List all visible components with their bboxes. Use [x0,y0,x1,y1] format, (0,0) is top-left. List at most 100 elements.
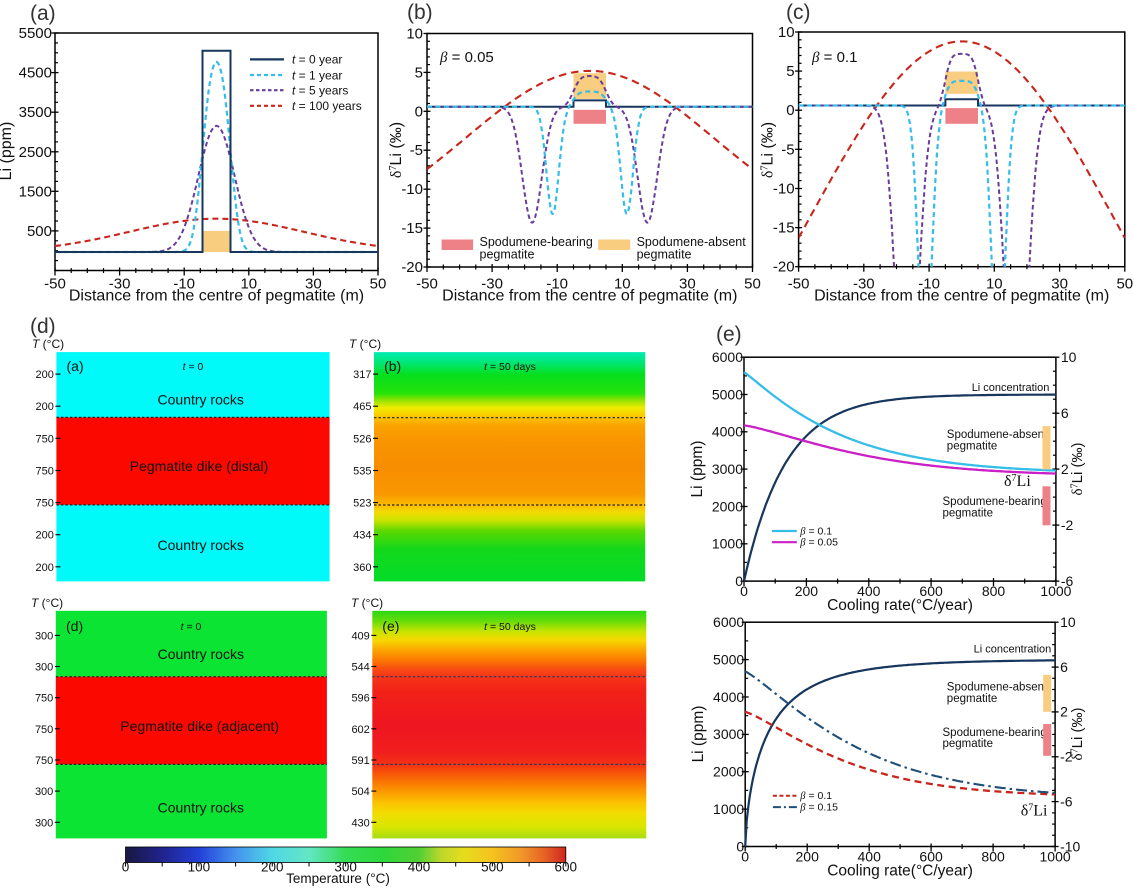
svg-text:4500: 4500 [19,65,52,82]
svg-text:-30: -30 [853,276,875,293]
svg-text:T (°C): T (°C) [351,596,383,610]
svg-text:-15: -15 [401,220,423,237]
svg-text:30: 30 [1051,276,1068,293]
svg-text:β = 0.05: β = 0.05 [799,537,838,549]
svg-text:800: 800 [982,583,1006,599]
svg-text:(d): (d) [30,315,56,338]
svg-text:-5: -5 [781,141,794,158]
svg-text:5000: 5000 [712,386,743,402]
svg-text:300: 300 [35,662,53,674]
svg-text:pegmatite: pegmatite [943,508,994,520]
svg-text:409: 409 [351,630,369,642]
svg-text:2500: 2500 [19,144,52,161]
svg-text:Spodumene-bearing: Spodumene-bearing [943,496,1047,508]
svg-text:Li (ppm): Li (ppm) [690,706,707,763]
svg-text:50: 50 [1116,276,1133,293]
svg-text:(a): (a) [30,2,56,25]
svg-text:596: 596 [351,693,369,705]
svg-text:0: 0 [122,860,130,875]
svg-text:526: 526 [353,433,371,445]
svg-text:600: 600 [919,849,943,865]
svg-text:10: 10 [614,276,631,293]
svg-text:pegmatite: pegmatite [947,441,998,453]
svg-text:10: 10 [1060,614,1076,630]
svg-text:t = 1 year: t = 1 year [292,68,342,82]
svg-text:(b): (b) [384,358,401,374]
svg-text:Cooling rate(°C/year): Cooling rate(°C/year) [827,597,973,614]
svg-text:300: 300 [35,630,53,642]
svg-text:δ7Li: δ7Li [1021,803,1048,820]
svg-text:5500: 5500 [19,25,52,42]
svg-text:200: 200 [796,849,820,865]
svg-text:Distance from the centre of pe: Distance from the centre of pegmatite (m… [69,288,364,305]
svg-text:750: 750 [36,498,54,510]
svg-text:T (°C): T (°C) [31,596,63,610]
svg-text:1500: 1500 [19,183,52,200]
svg-text:t = 0: t = 0 [183,361,204,373]
svg-text:600: 600 [919,583,943,599]
svg-text:10: 10 [778,24,795,41]
svg-text:-50: -50 [44,276,66,293]
svg-text:-50: -50 [416,276,438,293]
svg-text:Distance from the centre of pe: Distance from the centre of pegmatite (m… [442,288,737,305]
svg-text:Spodumene-absent: Spodumene-absent [947,682,1048,694]
svg-text:0: 0 [741,849,749,865]
svg-text:30: 30 [679,276,696,293]
svg-text:Spodumene-absent: Spodumene-absent [637,235,747,249]
svg-text:2: 2 [1060,704,1068,720]
svg-text:-50: -50 [788,276,810,293]
svg-text:-2: -2 [1060,749,1073,765]
svg-text:750: 750 [36,433,54,445]
svg-text:0: 0 [786,102,794,119]
svg-text:t = 100 years: t = 100 years [292,99,362,113]
svg-text:Country rocks: Country rocks [158,537,244,553]
svg-text:Li concentration: Li concentration [974,644,1052,656]
svg-text:t = 0: t = 0 [181,621,202,633]
svg-text:5: 5 [415,64,423,81]
svg-text:β = 0.1: β = 0.1 [811,49,857,66]
svg-text:β = 0.1: β = 0.1 [799,526,832,538]
svg-text:t = 50 days: t = 50 days [484,621,536,633]
svg-text:6000: 6000 [712,349,743,365]
svg-text:0: 0 [736,838,744,854]
svg-text:pegmatite: pegmatite [947,693,998,705]
svg-text:30: 30 [305,276,322,293]
svg-text:T (°C): T (°C) [349,337,381,351]
svg-text:-30: -30 [481,276,503,293]
svg-text:317: 317 [353,369,371,381]
svg-text:δ7Li (‰): δ7Li (‰) [1069,443,1086,496]
svg-text:3500: 3500 [19,104,52,121]
svg-text:2000: 2000 [712,498,743,514]
svg-text:6: 6 [1060,659,1068,675]
svg-text:434: 434 [353,530,371,542]
svg-text:Distance from the centre of pe: Distance from the centre of pegmatite (m… [814,288,1109,305]
svg-text:200: 200 [795,583,819,599]
svg-text:β = 0.05: β = 0.05 [439,49,494,66]
svg-text:T (°C): T (°C) [32,337,64,351]
svg-text:-5: -5 [410,142,423,159]
svg-text:500: 500 [27,223,52,240]
svg-text:300: 300 [35,786,53,798]
svg-text:Country rocks: Country rocks [158,800,244,816]
svg-text:504: 504 [351,786,369,798]
svg-text:t = 5 years: t = 5 years [292,84,348,98]
svg-text:10: 10 [986,276,1003,293]
svg-text:750: 750 [36,466,54,478]
svg-text:400: 400 [857,583,881,599]
svg-text:300: 300 [35,817,53,829]
svg-text:-30: -30 [109,276,131,293]
svg-text:Country rocks: Country rocks [158,646,244,662]
svg-text:Spodumene-bearing: Spodumene-bearing [943,727,1047,739]
svg-text:3000: 3000 [712,461,743,477]
svg-text:-15: -15 [773,220,795,237]
svg-text:430: 430 [351,817,369,829]
svg-text:pegmatite: pegmatite [637,248,692,262]
svg-text:523: 523 [353,498,371,510]
svg-text:t = 50 days: t = 50 days [484,361,536,373]
svg-text:6: 6 [1061,405,1069,421]
svg-text:Country rocks: Country rocks [158,392,244,408]
svg-text:2: 2 [1061,461,1069,477]
svg-text:3000: 3000 [713,726,744,742]
svg-text:pegmatite: pegmatite [480,248,535,262]
svg-text:-20: -20 [401,259,423,276]
